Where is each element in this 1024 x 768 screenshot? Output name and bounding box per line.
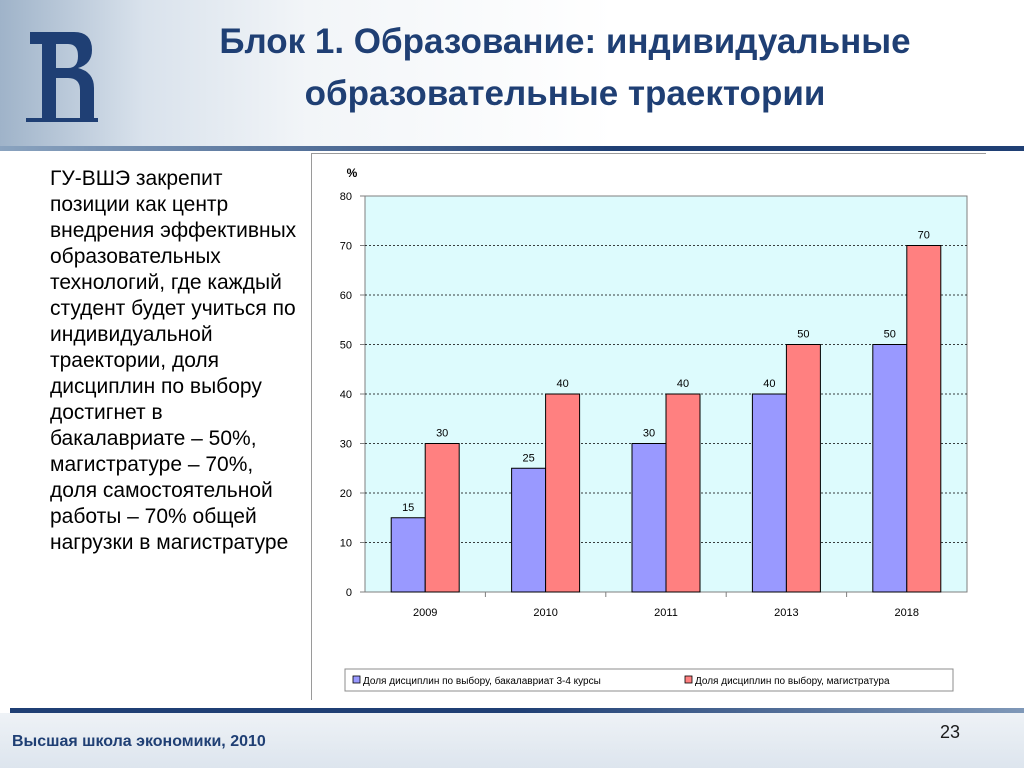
x-tick-label: 2018 [895,607,919,619]
bar-bachelor [872,344,908,593]
legend-label: Доля дисциплин по выбору, магистратура [695,675,890,687]
legend-box [344,668,954,692]
bar-master [785,344,821,593]
title-line-1: Блок 1. Образование: индивидуальные [219,22,911,61]
footer-band [0,713,1024,768]
bar-chart: 0 10 20 30 40 50 60 70 80 2009 2010 2011 2013 2018 15… [340,166,968,692]
data-label: 40 [556,378,568,390]
y-tick-label: 30 [340,439,352,451]
y-tick-label: 10 [340,538,352,550]
legend-label: Доля дисциплин по выбору, бакалавриат 3-… [363,675,601,687]
y-tick-label: 20 [340,488,352,500]
header-divider [0,146,1024,151]
bar-bachelor [390,517,426,593]
data-label: 30 [436,428,448,440]
y-tick-label: 60 [340,290,352,302]
data-label: 50 [797,329,809,341]
y-tick-label: 80 [340,191,352,203]
x-tick-label: 2009 [413,607,437,619]
y-tick-label: 70 [340,241,352,253]
chart-frame [311,153,986,700]
bar-master [545,393,581,593]
slide-title: Блок 1. Образование: индивидуальные обра… [150,16,980,120]
x-tick-label: 2011 [654,607,678,619]
footer-divider [10,708,1024,713]
hse-logo-icon [26,32,98,122]
page-number: 23 [939,722,961,742]
data-label: 30 [643,428,655,440]
legend-swatch [352,675,361,684]
data-label: 15 [402,502,414,514]
bar-bachelor [751,393,787,593]
bar-master [424,443,460,593]
bar-master [665,393,701,593]
y-tick-label: 50 [340,340,352,352]
bar-bachelor [631,443,667,593]
data-label: 40 [763,378,775,390]
title-line-2: образовательные траектории [304,74,826,113]
data-label: 40 [677,378,689,390]
x-tick-label: 2010 [533,607,557,619]
data-label: 25 [522,452,534,464]
y-tick-label: 40 [340,389,352,401]
x-tick-label: 2013 [774,607,798,619]
data-label: 50 [884,329,896,341]
bar-master [906,245,942,593]
legend-swatch [684,675,693,684]
y-axis-unit-label: % [347,166,358,180]
slide-header [0,0,1024,150]
bar-bachelor [511,467,547,593]
footer-text: Высшая школа экономики, 2010 [12,733,266,750]
y-tick-label: 0 [346,587,352,599]
body-paragraph: ГУ-ВШЭ закрепит позиции как центр внедре… [50,167,297,554]
data-label: 70 [918,230,930,242]
